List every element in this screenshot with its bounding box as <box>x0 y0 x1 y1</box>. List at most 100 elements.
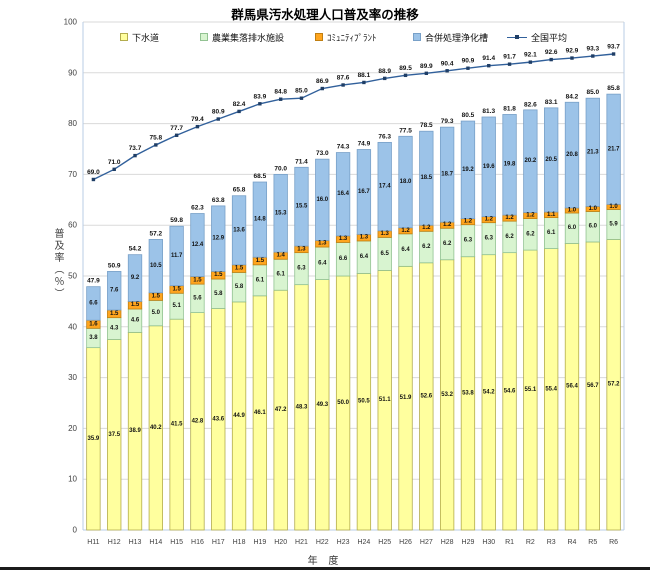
gridlines <box>83 21 624 480</box>
line-marker-icon <box>424 71 429 76</box>
svg-text:H16: H16 <box>191 539 204 546</box>
svg-text:76.3: 76.3 <box>378 133 391 140</box>
svg-text:H26: H26 <box>399 539 412 546</box>
line-marker-icon <box>611 52 616 56</box>
svg-text:1.3: 1.3 <box>297 246 306 252</box>
svg-text:5.6: 5.6 <box>193 295 202 301</box>
svg-text:20.5: 20.5 <box>545 157 557 163</box>
svg-text:16.0: 16.0 <box>316 197 328 203</box>
svg-text:80: 80 <box>68 119 77 128</box>
svg-text:6.1: 6.1 <box>277 272 286 278</box>
legend-label-sewerage: 下水道 <box>132 32 160 43</box>
svg-text:54.6: 54.6 <box>504 388 516 394</box>
svg-text:57.2: 57.2 <box>608 382 620 388</box>
svg-text:H23: H23 <box>337 539 350 546</box>
y-axis-title: 普及率（％） <box>52 228 63 300</box>
svg-text:16.7: 16.7 <box>358 189 370 195</box>
svg-text:18.0: 18.0 <box>400 179 412 185</box>
svg-text:1.2: 1.2 <box>443 222 452 228</box>
svg-text:71.0: 71.0 <box>108 159 121 166</box>
svg-text:30: 30 <box>68 373 77 382</box>
line-marker-icon <box>278 97 283 101</box>
svg-text:R3: R3 <box>547 539 556 546</box>
bar-segment-johkasou <box>169 225 184 287</box>
svg-text:100: 100 <box>64 18 78 27</box>
svg-text:10.5: 10.5 <box>150 263 162 269</box>
legend-swatch-community-plant-icon <box>315 33 323 41</box>
line-marker-icon <box>570 56 574 60</box>
svg-text:18.7: 18.7 <box>441 172 453 178</box>
svg-text:12.4: 12.4 <box>192 242 204 248</box>
svg-text:51.9: 51.9 <box>400 395 412 401</box>
bar-segment-johkasou <box>460 120 476 219</box>
svg-text:50.0: 50.0 <box>337 400 349 406</box>
svg-text:H18: H18 <box>233 539 246 546</box>
svg-text:35.9: 35.9 <box>88 436 100 442</box>
line-marker-icon <box>320 86 324 91</box>
svg-text:H21: H21 <box>295 539 308 546</box>
svg-text:42.8: 42.8 <box>192 418 204 424</box>
legend-swatch-sewerage-icon <box>120 33 128 41</box>
bar-segment-johkasou <box>148 239 163 294</box>
svg-text:47.2: 47.2 <box>275 407 287 413</box>
svg-text:1.4: 1.4 <box>277 253 286 259</box>
bar-segment-johkasou <box>127 254 143 302</box>
bar-segment-johkasou <box>585 97 600 207</box>
svg-text:40: 40 <box>68 322 77 331</box>
svg-text:93.7: 93.7 <box>607 44 620 51</box>
legend-item-sewerage: 下水道 <box>120 31 159 43</box>
svg-text:1.3: 1.3 <box>318 241 327 247</box>
line-marker-icon <box>91 177 96 182</box>
svg-text:83.9: 83.9 <box>254 93 267 100</box>
legend: 下水道 農業集落排水施設 ｺﾐｭﾆﾃｨﾌﾟﾗﾝﾄ 合併処理浄化槽 全国平均 <box>0 0 650 50</box>
svg-text:82.6: 82.6 <box>524 101 537 108</box>
svg-text:5.9: 5.9 <box>609 221 618 227</box>
svg-text:6.2: 6.2 <box>443 241 452 247</box>
svg-text:20.2: 20.2 <box>525 158 537 164</box>
svg-text:83.1: 83.1 <box>545 99 558 106</box>
svg-text:H22: H22 <box>316 539 329 546</box>
svg-text:41.5: 41.5 <box>171 422 183 428</box>
svg-text:77.7: 77.7 <box>170 125 183 132</box>
bar-segment-johkasou <box>523 109 538 213</box>
svg-text:R2: R2 <box>526 539 535 546</box>
svg-text:19.6: 19.6 <box>483 164 495 170</box>
svg-text:17.4: 17.4 <box>379 184 391 190</box>
svg-text:49.3: 49.3 <box>316 402 328 408</box>
bar-segment-johkasou <box>377 141 392 232</box>
svg-text:3.8: 3.8 <box>89 335 98 341</box>
svg-text:88.1: 88.1 <box>358 72 371 79</box>
legend-label-community-plant: ｺﾐｭﾆﾃｨﾌﾟﾗﾝﾄ <box>327 32 377 43</box>
svg-text:H25: H25 <box>378 539 391 546</box>
svg-text:6.0: 6.0 <box>568 225 577 231</box>
svg-text:14.8: 14.8 <box>254 217 266 223</box>
svg-text:59.8: 59.8 <box>170 217 183 224</box>
legend-label-national-average: 全国平均 <box>531 32 568 43</box>
svg-text:6.6: 6.6 <box>89 300 98 306</box>
svg-text:85.0: 85.0 <box>586 89 599 96</box>
line-marker-icon <box>195 124 200 129</box>
svg-text:H12: H12 <box>108 539 121 546</box>
svg-text:40.2: 40.2 <box>150 425 162 431</box>
svg-text:92.1: 92.1 <box>524 52 537 59</box>
svg-text:6.2: 6.2 <box>505 234 514 240</box>
legend-line-marker-icon <box>507 34 527 39</box>
svg-text:19.8: 19.8 <box>504 162 516 168</box>
svg-text:1.5: 1.5 <box>152 294 161 300</box>
svg-text:0: 0 <box>73 526 78 535</box>
svg-text:84.8: 84.8 <box>274 89 287 96</box>
line-marker-icon <box>216 117 220 121</box>
legend-item-national-average: 全国平均 <box>507 31 567 43</box>
svg-text:88.9: 88.9 <box>378 68 391 75</box>
svg-text:7.6: 7.6 <box>110 288 119 294</box>
line-marker-icon <box>528 60 533 64</box>
svg-text:6.4: 6.4 <box>360 254 369 260</box>
svg-text:6.2: 6.2 <box>422 244 431 250</box>
bar-segment-johkasou <box>606 93 621 205</box>
svg-text:5.8: 5.8 <box>214 291 223 297</box>
legend-swatch-johkasou-icon <box>413 33 421 41</box>
bar-segment-johkasou <box>231 195 247 266</box>
svg-text:85.0: 85.0 <box>295 88 308 95</box>
window-bottom-edge <box>0 567 650 570</box>
svg-text:6.5: 6.5 <box>381 251 390 257</box>
